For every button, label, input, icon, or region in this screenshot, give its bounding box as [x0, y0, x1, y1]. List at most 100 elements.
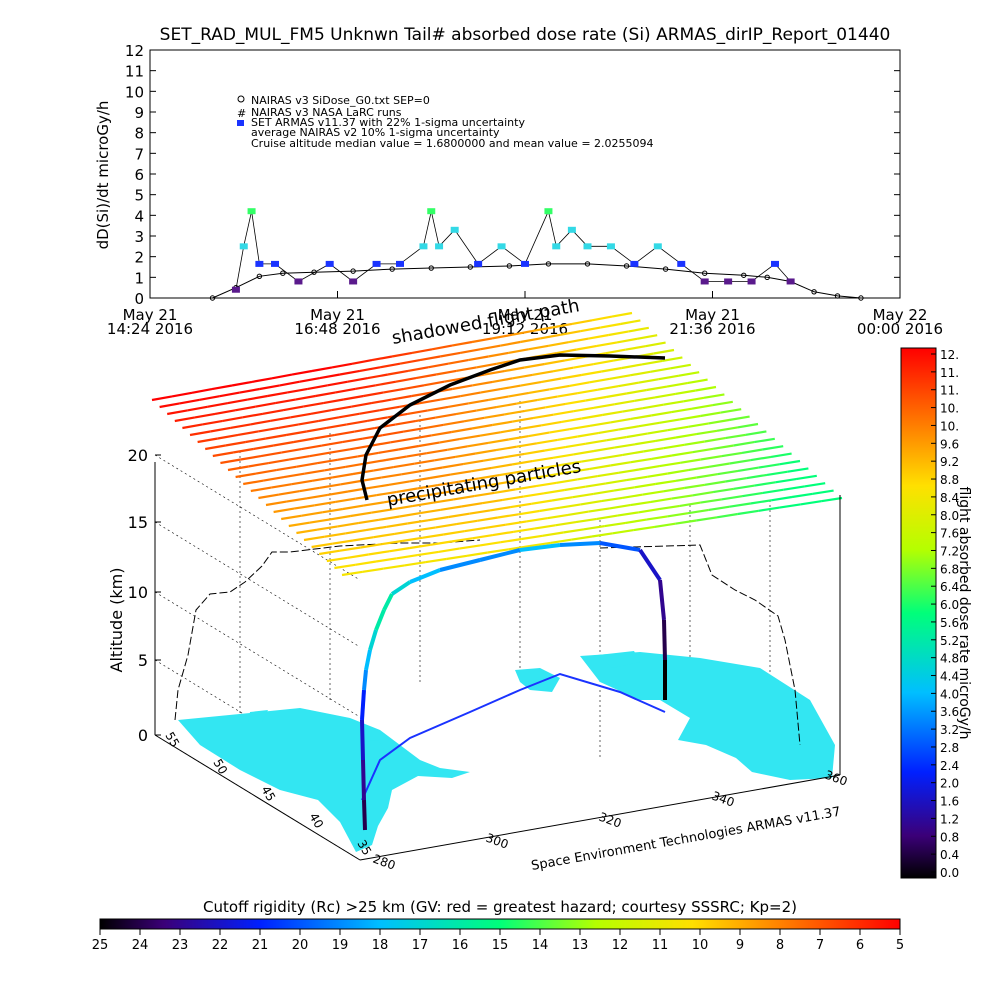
rigidity-contour	[614, 399, 635, 406]
rigidity-contour	[395, 420, 416, 426]
series-nairas-v3-point	[811, 289, 817, 295]
altitude-tick-label: 0	[138, 726, 148, 745]
series-nairas-v3-line	[212, 263, 861, 299]
rigidity-contour	[512, 417, 534, 423]
dose-colorbar-tick-label: 7.2	[940, 544, 959, 558]
rigidity-contour	[795, 474, 817, 481]
dose-colorbar-tick-label: 8.4	[940, 491, 959, 505]
rigidity-contour	[593, 403, 615, 409]
rigidity-contour	[371, 398, 392, 405]
rigidity-contour	[540, 420, 562, 427]
rigidity-contour	[634, 482, 656, 489]
rigidity-contour	[366, 416, 388, 422]
rigidity-contour	[630, 457, 652, 464]
rigidity-contour	[712, 444, 734, 450]
flight-path-segment	[361, 759, 366, 801]
rigidity-contour	[327, 490, 349, 496]
rigidity-contour	[508, 435, 529, 441]
legend-entry-nairas-v3: NAIRAS v3 SiDose_G0.txt SEP=0	[251, 94, 430, 107]
rigidity-contour	[456, 366, 477, 372]
rigidity-contour	[700, 455, 722, 461]
dose-colorbar-tick-label: 7.6	[940, 527, 959, 541]
rigidity-contour	[429, 473, 451, 480]
rigidity-contour	[410, 434, 432, 440]
altitude-tick-label: 10	[128, 583, 148, 602]
flight-path-segment	[374, 609, 386, 631]
rigidity-contour	[381, 539, 403, 546]
flight-path-segment	[439, 558, 481, 572]
rigidity-contour	[265, 500, 287, 507]
rigidity-contour	[240, 455, 262, 461]
rigidity-contour	[552, 453, 574, 459]
top-series	[209, 208, 864, 301]
latitude-tick-label: 35	[354, 838, 374, 858]
rigidity-contour	[174, 416, 196, 423]
flight-path-segment	[368, 629, 378, 651]
rigidity-contour	[565, 442, 587, 449]
rigidity-colorbar: Cutoff rigidity (Rc) >25 km (GV: red = g…	[92, 898, 904, 953]
rigidity-colorbar-title: Cutoff rigidity (Rc) >25 km (GV: red = g…	[203, 898, 797, 916]
rigidity-contour	[306, 426, 327, 433]
series-armas-point	[724, 278, 733, 285]
rigidity-contour	[553, 410, 574, 416]
rigidity-contour	[581, 457, 603, 463]
rigidity-contour	[536, 438, 558, 445]
rigidity-contour	[523, 492, 545, 498]
top-y-tick-label: 11	[125, 63, 144, 81]
rigidity-contour	[351, 359, 373, 365]
rigidity-contour	[642, 403, 664, 410]
rigidity-contour	[197, 437, 218, 444]
rigidity-contour	[271, 373, 293, 380]
flight-path-segment	[360, 689, 366, 721]
rigidity-contour	[708, 462, 730, 468]
rigidity-contour	[716, 512, 738, 519]
rigidity-contour	[235, 472, 257, 479]
rigidity-contour	[447, 445, 468, 451]
rigidity-contour	[521, 534, 543, 541]
rigidity-contour	[321, 441, 343, 447]
rigidity-contour	[287, 387, 308, 394]
rigidity-contour	[551, 322, 573, 329]
rigidity-contour	[282, 405, 304, 412]
rigidity-contour	[596, 341, 618, 347]
rigidity-contour	[225, 440, 246, 447]
rigidity-contour	[499, 340, 521, 347]
rigidity-contour	[589, 464, 611, 470]
dose-colorbar-tick-label: 10.	[940, 419, 959, 433]
rigidity-contour	[770, 452, 792, 458]
rigidity-contour	[463, 416, 485, 423]
rigidity-contour	[516, 399, 538, 405]
rigidity-contour	[301, 511, 323, 517]
dose-colorbar-tick-label: 2.4	[940, 759, 959, 773]
rigidity-contour	[253, 444, 274, 451]
rigidity-colorbar-tick-label: 17	[412, 938, 429, 953]
series-armas-line	[235, 209, 791, 290]
rigidity-contour	[508, 391, 530, 398]
rigidity-contour	[385, 455, 407, 462]
rigidity-contour	[580, 326, 601, 333]
grid-line	[154, 521, 361, 648]
series-armas-point	[700, 278, 709, 285]
rigidity-contour	[492, 377, 513, 383]
rigidity-contour	[307, 384, 328, 390]
rigidity-contour	[412, 501, 434, 508]
rigidity-contour	[402, 427, 424, 433]
rigidity-contour	[511, 460, 533, 466]
rigidity-contour	[199, 395, 220, 401]
top-x-tick-label: 19:12 2016	[482, 320, 568, 338]
rigidity-contour	[207, 402, 228, 408]
rigidity-contour	[683, 396, 705, 403]
flight-path-segment	[364, 649, 372, 671]
rigidity-contour	[288, 521, 310, 528]
flight-path-segment	[390, 580, 412, 596]
rigidity-contour	[278, 490, 300, 496]
rigidity-contour	[232, 447, 254, 454]
rigidity-contour	[688, 465, 710, 472]
rigidity-contour	[601, 496, 623, 503]
rigidity-contour	[539, 506, 561, 513]
dose-colorbar-tick-label: 4.8	[940, 652, 959, 666]
